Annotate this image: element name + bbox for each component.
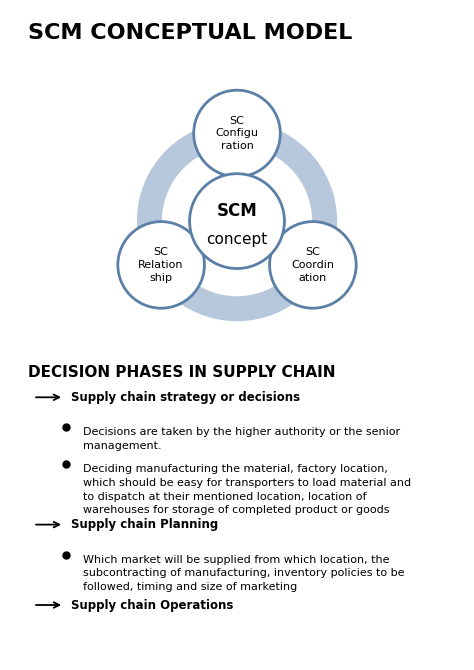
Circle shape xyxy=(194,90,280,177)
Text: SC
Coordin
ation: SC Coordin ation xyxy=(292,247,334,283)
Text: Supply chain Operations: Supply chain Operations xyxy=(71,598,234,612)
Circle shape xyxy=(190,174,284,269)
Text: concept: concept xyxy=(206,232,268,247)
Text: Deciding manufacturing the material, factory location,
which should be easy for : Deciding manufacturing the material, fac… xyxy=(83,464,411,515)
Text: SC
Configu
ration: SC Configu ration xyxy=(216,116,258,151)
Circle shape xyxy=(149,133,325,309)
Text: SCM CONCEPTUAL MODEL: SCM CONCEPTUAL MODEL xyxy=(28,23,353,44)
Circle shape xyxy=(270,222,356,308)
Text: SCM: SCM xyxy=(217,202,257,220)
Circle shape xyxy=(149,133,325,309)
Text: DECISION PHASES IN SUPPLY CHAIN: DECISION PHASES IN SUPPLY CHAIN xyxy=(28,365,336,380)
Circle shape xyxy=(118,222,204,308)
Text: Supply chain Planning: Supply chain Planning xyxy=(71,518,219,531)
Text: Supply chain strategy or decisions: Supply chain strategy or decisions xyxy=(71,391,300,404)
Text: SC
Relation
ship: SC Relation ship xyxy=(138,247,184,283)
Text: Decisions are taken by the higher authority or the senior
management.: Decisions are taken by the higher author… xyxy=(83,427,400,451)
Text: Which market will be supplied from which location, the
subcontracting of manufac: Which market will be supplied from which… xyxy=(83,555,404,592)
